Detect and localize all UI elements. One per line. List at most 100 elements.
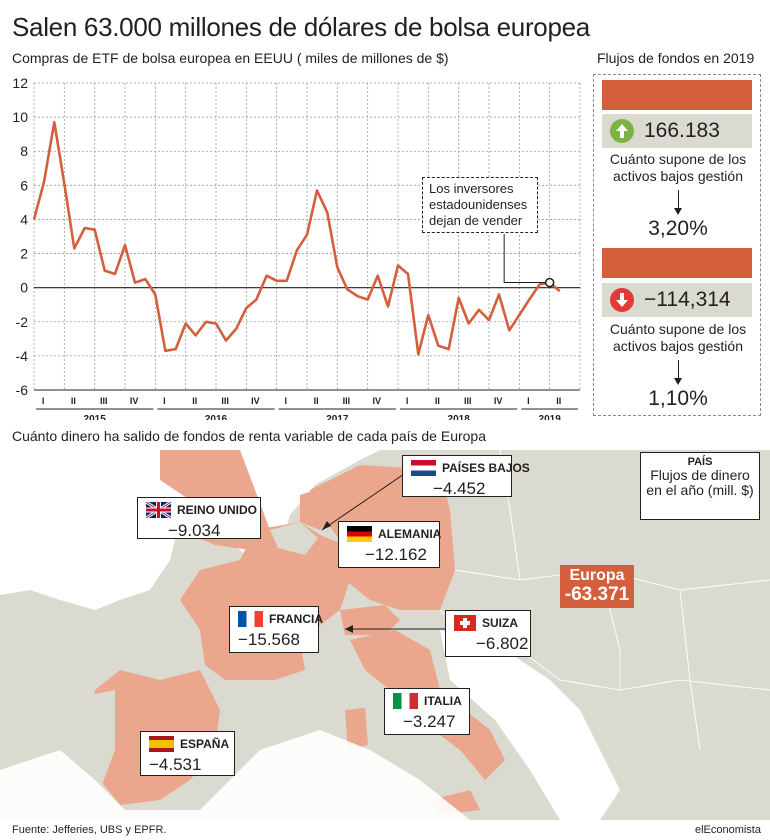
- x-quarter-label: III: [464, 396, 472, 406]
- orange-header-bar: [602, 248, 752, 278]
- side-panel: [593, 74, 761, 416]
- x-year-label: 2019: [539, 414, 562, 420]
- main-title: Salen 63.000 millones de dólares de bols…: [12, 12, 590, 42]
- country-name: FRANCIA: [269, 612, 323, 626]
- x-quarter-label: I: [527, 396, 530, 406]
- orange-header-bar: [602, 80, 752, 110]
- spain-flag-icon: [149, 736, 174, 752]
- arrowhead-icon: [674, 208, 682, 215]
- italy-flag-icon: [393, 693, 418, 709]
- country-value: −12.162: [365, 545, 427, 564]
- country-name: SUIZA: [482, 616, 518, 630]
- europe-value: -63.371: [564, 584, 630, 605]
- x-quarter-label: I: [42, 396, 45, 406]
- y-tick-label: -4: [16, 348, 29, 364]
- y-tick-label: -6: [16, 382, 29, 398]
- series-line: [32, 120, 561, 356]
- portugal-shape: [88, 690, 115, 790]
- legend-text: Flujos de dinero en el año (mill. $): [646, 467, 754, 498]
- europe-total-box: Europa -63.371: [560, 565, 634, 608]
- y-tick-label: 2: [20, 246, 28, 262]
- arrowhead-icon: [674, 378, 682, 385]
- outflow-description: Cuánto supone de los activos bajos gesti…: [609, 321, 747, 354]
- country-box-italy: ITALIA −3.247: [384, 688, 470, 735]
- y-tick-label: 6: [20, 177, 28, 193]
- country-box-netherlands: PAÍSES BAJOS −4.452: [402, 455, 530, 498]
- country-name: ALEMANIA: [378, 527, 442, 541]
- x-year-label: 2015: [84, 414, 107, 420]
- france-shape: [180, 522, 350, 680]
- adriatic-sea: [440, 630, 620, 820]
- inflow-percent: 3,20%: [648, 217, 708, 240]
- outflow-value: −114,314: [644, 288, 731, 311]
- y-tick-label: 8: [20, 143, 28, 159]
- country-name: REINO UNIDO: [177, 503, 258, 517]
- country-value: −9.034: [168, 521, 221, 540]
- mediterranean-sea: [0, 730, 470, 820]
- y-tick-label: 4: [20, 211, 28, 227]
- country-name: ITALIA: [424, 694, 462, 708]
- country-value: −4.531: [149, 755, 202, 774]
- x-quarter-label: I: [285, 396, 288, 406]
- germany-flag-icon: [347, 526, 372, 542]
- country-box-france: FRANCIA −15.568: [229, 606, 323, 653]
- x-quarter-label: III: [343, 396, 351, 406]
- inflow-box: 166.183: [602, 114, 752, 148]
- country-box-switzerland: SUIZA −6.802: [445, 610, 531, 657]
- map-title: Cuánto dinero ha salido de fondos de ren…: [12, 428, 487, 444]
- inflow-value: 166.183: [644, 119, 720, 142]
- x-year-label: 2018: [448, 414, 471, 420]
- x-quarter-label: III: [100, 396, 108, 406]
- annotation-leader: [503, 234, 546, 284]
- x-quarter-label: II: [192, 396, 197, 406]
- country-value: −15.568: [238, 630, 300, 649]
- arrow-down-icon: [610, 288, 634, 312]
- europe-label: Europa: [569, 567, 625, 584]
- x-quarter-label: I: [163, 396, 166, 406]
- legend-heading: PAÍS: [687, 456, 713, 468]
- y-tick-label: 0: [20, 280, 28, 296]
- sardinia-shape: [345, 708, 368, 750]
- atlantic-sea: [0, 450, 380, 610]
- outflow-box: −114,314: [602, 283, 752, 317]
- country-value: −3.247: [403, 712, 456, 731]
- netherlands-shape: [300, 485, 340, 530]
- switzerland-flag-icon: [454, 615, 476, 631]
- country-name: PAÍSES BAJOS: [442, 461, 530, 475]
- country-box-spain: ESPAÑA −4.531: [140, 731, 235, 776]
- x-quarter-label: III: [221, 396, 229, 406]
- belgium-shape: [270, 522, 318, 555]
- country-box-germany: ALEMANIA −12.162: [338, 521, 442, 568]
- arrow-down-connector: [678, 190, 679, 212]
- country-value: −4.452: [433, 479, 486, 498]
- x-year-label: 2017: [326, 414, 349, 420]
- x-quarter-label: IV: [373, 396, 382, 406]
- country-name: ESPAÑA: [180, 737, 230, 751]
- map-legend: PAÍS Flujos de dinero en el año (mill. $…: [640, 452, 760, 520]
- chart-subtitle: Compras de ETF de bolsa europea en EEUU …: [12, 50, 449, 66]
- x-quarter-label: II: [556, 396, 561, 406]
- side-panel-title: Flujos de fondos en 2019: [597, 50, 755, 66]
- chart-annotation: Los inversores estadounidenses dejan de …: [422, 177, 538, 233]
- x-quarter-label: II: [314, 396, 319, 406]
- country-value: −6.802: [476, 634, 529, 653]
- source-note: Fuente: Jefferies, UBS y EPFR.: [12, 824, 167, 836]
- y-tick-label: 10: [12, 109, 28, 125]
- brand-logo: elEconomista: [694, 824, 761, 836]
- x-quarter-label: IV: [251, 396, 260, 406]
- x-quarter-label: IV: [130, 396, 139, 406]
- leader-lines: [321, 471, 445, 633]
- x-quarter-label: IV: [494, 396, 503, 406]
- switzerland-shape: [340, 605, 400, 635]
- arrow-down-connector: [678, 360, 679, 382]
- inflow-description: Cuánto supone de los activos bajos gesti…: [609, 151, 747, 184]
- x-quarter-label: I: [406, 396, 409, 406]
- x-quarter-label: II: [435, 396, 440, 406]
- annotation-marker: [544, 277, 555, 288]
- x-year-label: 2016: [205, 414, 228, 420]
- netherlands-flag-icon: [411, 460, 436, 476]
- country-box-uk: REINO UNIDO −9.034: [137, 497, 261, 540]
- arrow-up-icon: [610, 119, 634, 143]
- y-tick-label: -2: [16, 314, 29, 330]
